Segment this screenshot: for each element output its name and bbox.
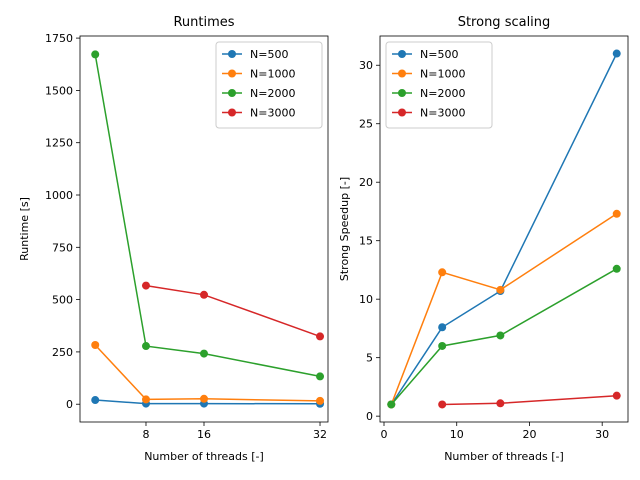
legend-marker [228,69,236,78]
y-tick-label: 1500 [45,84,73,97]
data-point [612,49,621,58]
legend-label: N=2000 [250,87,295,100]
x-tick-label: 10 [450,428,464,441]
legend-label: N=3000 [420,107,465,120]
y-tick-label: 1750 [45,32,73,45]
y-tick-label: 5 [366,352,373,365]
data-point [141,395,150,404]
data-point [496,331,505,340]
series-line-n=2000 [94,54,321,378]
legend: N=500 N=1000 N=2000 N=3000 [215,41,323,129]
y-tick-label: 15 [359,235,373,248]
series-line-n=1000 [94,344,321,402]
data-point [612,264,621,273]
chart-panel-2: Strong scaling 0 10 20 30 0 5 10 15 20 25 30 Number … [338,15,629,463]
data-point [200,290,208,299]
data-point [316,332,325,341]
y-tick-label: 30 [359,59,373,72]
legend-label: N=500 [250,48,288,61]
legend-label: N=2000 [420,87,465,100]
y-tick-label: 1000 [45,189,73,202]
x-tick-label: 8 [142,428,149,441]
y-tick-label: 0 [66,398,73,411]
data-point [438,400,447,409]
series-line-n=500 [390,53,618,405]
y-tick-label: 0 [366,410,373,423]
x-tick-label: 0 [381,428,388,441]
data-point [438,268,447,277]
data-point [141,342,150,351]
series-line-n=500 [95,399,321,405]
chart-title: Runtimes [173,15,234,30]
legend-marker [398,89,406,97]
x-axis-label: Number of threads [-] [144,450,264,463]
y-tick-label: 10 [359,293,373,306]
data-point [200,394,208,403]
legend-marker [228,108,236,117]
y-tick-label: 25 [359,118,373,131]
x-tick-label: 16 [197,428,211,441]
data-point [496,285,505,294]
legend: N=500 N=1000 N=2000 N=3000 [385,41,493,129]
data-point [438,323,447,332]
data-point [387,400,396,409]
y-tick-label: 750 [52,241,73,254]
data-point [612,391,621,400]
data-point [91,50,100,59]
legend-label: N=1000 [250,68,295,81]
legend-marker [228,89,236,97]
data-point [316,396,325,405]
data-point [496,399,505,408]
legend-label: N=500 [420,48,458,61]
series-line-n=3000 [442,394,617,406]
data-point [91,396,100,405]
y-tick-label: 20 [359,176,373,189]
legend-box [385,41,493,129]
chart-title: Strong scaling [458,15,551,30]
legend-marker [398,50,406,58]
y-axis-label: Strong Speedup [-] [338,177,351,281]
x-tick-label: 32 [313,428,327,441]
y-tick-label: 250 [52,346,73,359]
y-tick-label: 1250 [45,137,73,150]
series-line-n=1000 [390,213,618,405]
legend-marker [398,108,406,117]
x-tick-label: 30 [595,428,609,441]
series-line-n=2000 [390,268,618,405]
x-tick-label: 20 [522,428,536,441]
series-line-n=3000 [145,284,321,338]
legend-marker [398,69,406,78]
data-point [91,341,100,350]
legend-label: N=3000 [250,107,295,120]
data-point [438,341,447,350]
data-point [316,372,325,381]
legend-box [215,41,323,129]
plot-frame [379,35,629,423]
data-point [200,349,208,358]
data-point [141,281,150,290]
plot-frame [79,35,329,423]
legend-marker [228,50,236,58]
chart-panel-1: Runtimes 8 16 32 0 250 500 750 1000 1250 1500 1750 N… [18,15,329,463]
x-axis-label: Number of threads [-] [444,450,564,463]
y-axis-label: Runtime [s] [18,197,31,261]
y-tick-label: 500 [52,294,73,307]
legend-label: N=1000 [420,68,465,81]
data-point [612,209,621,218]
